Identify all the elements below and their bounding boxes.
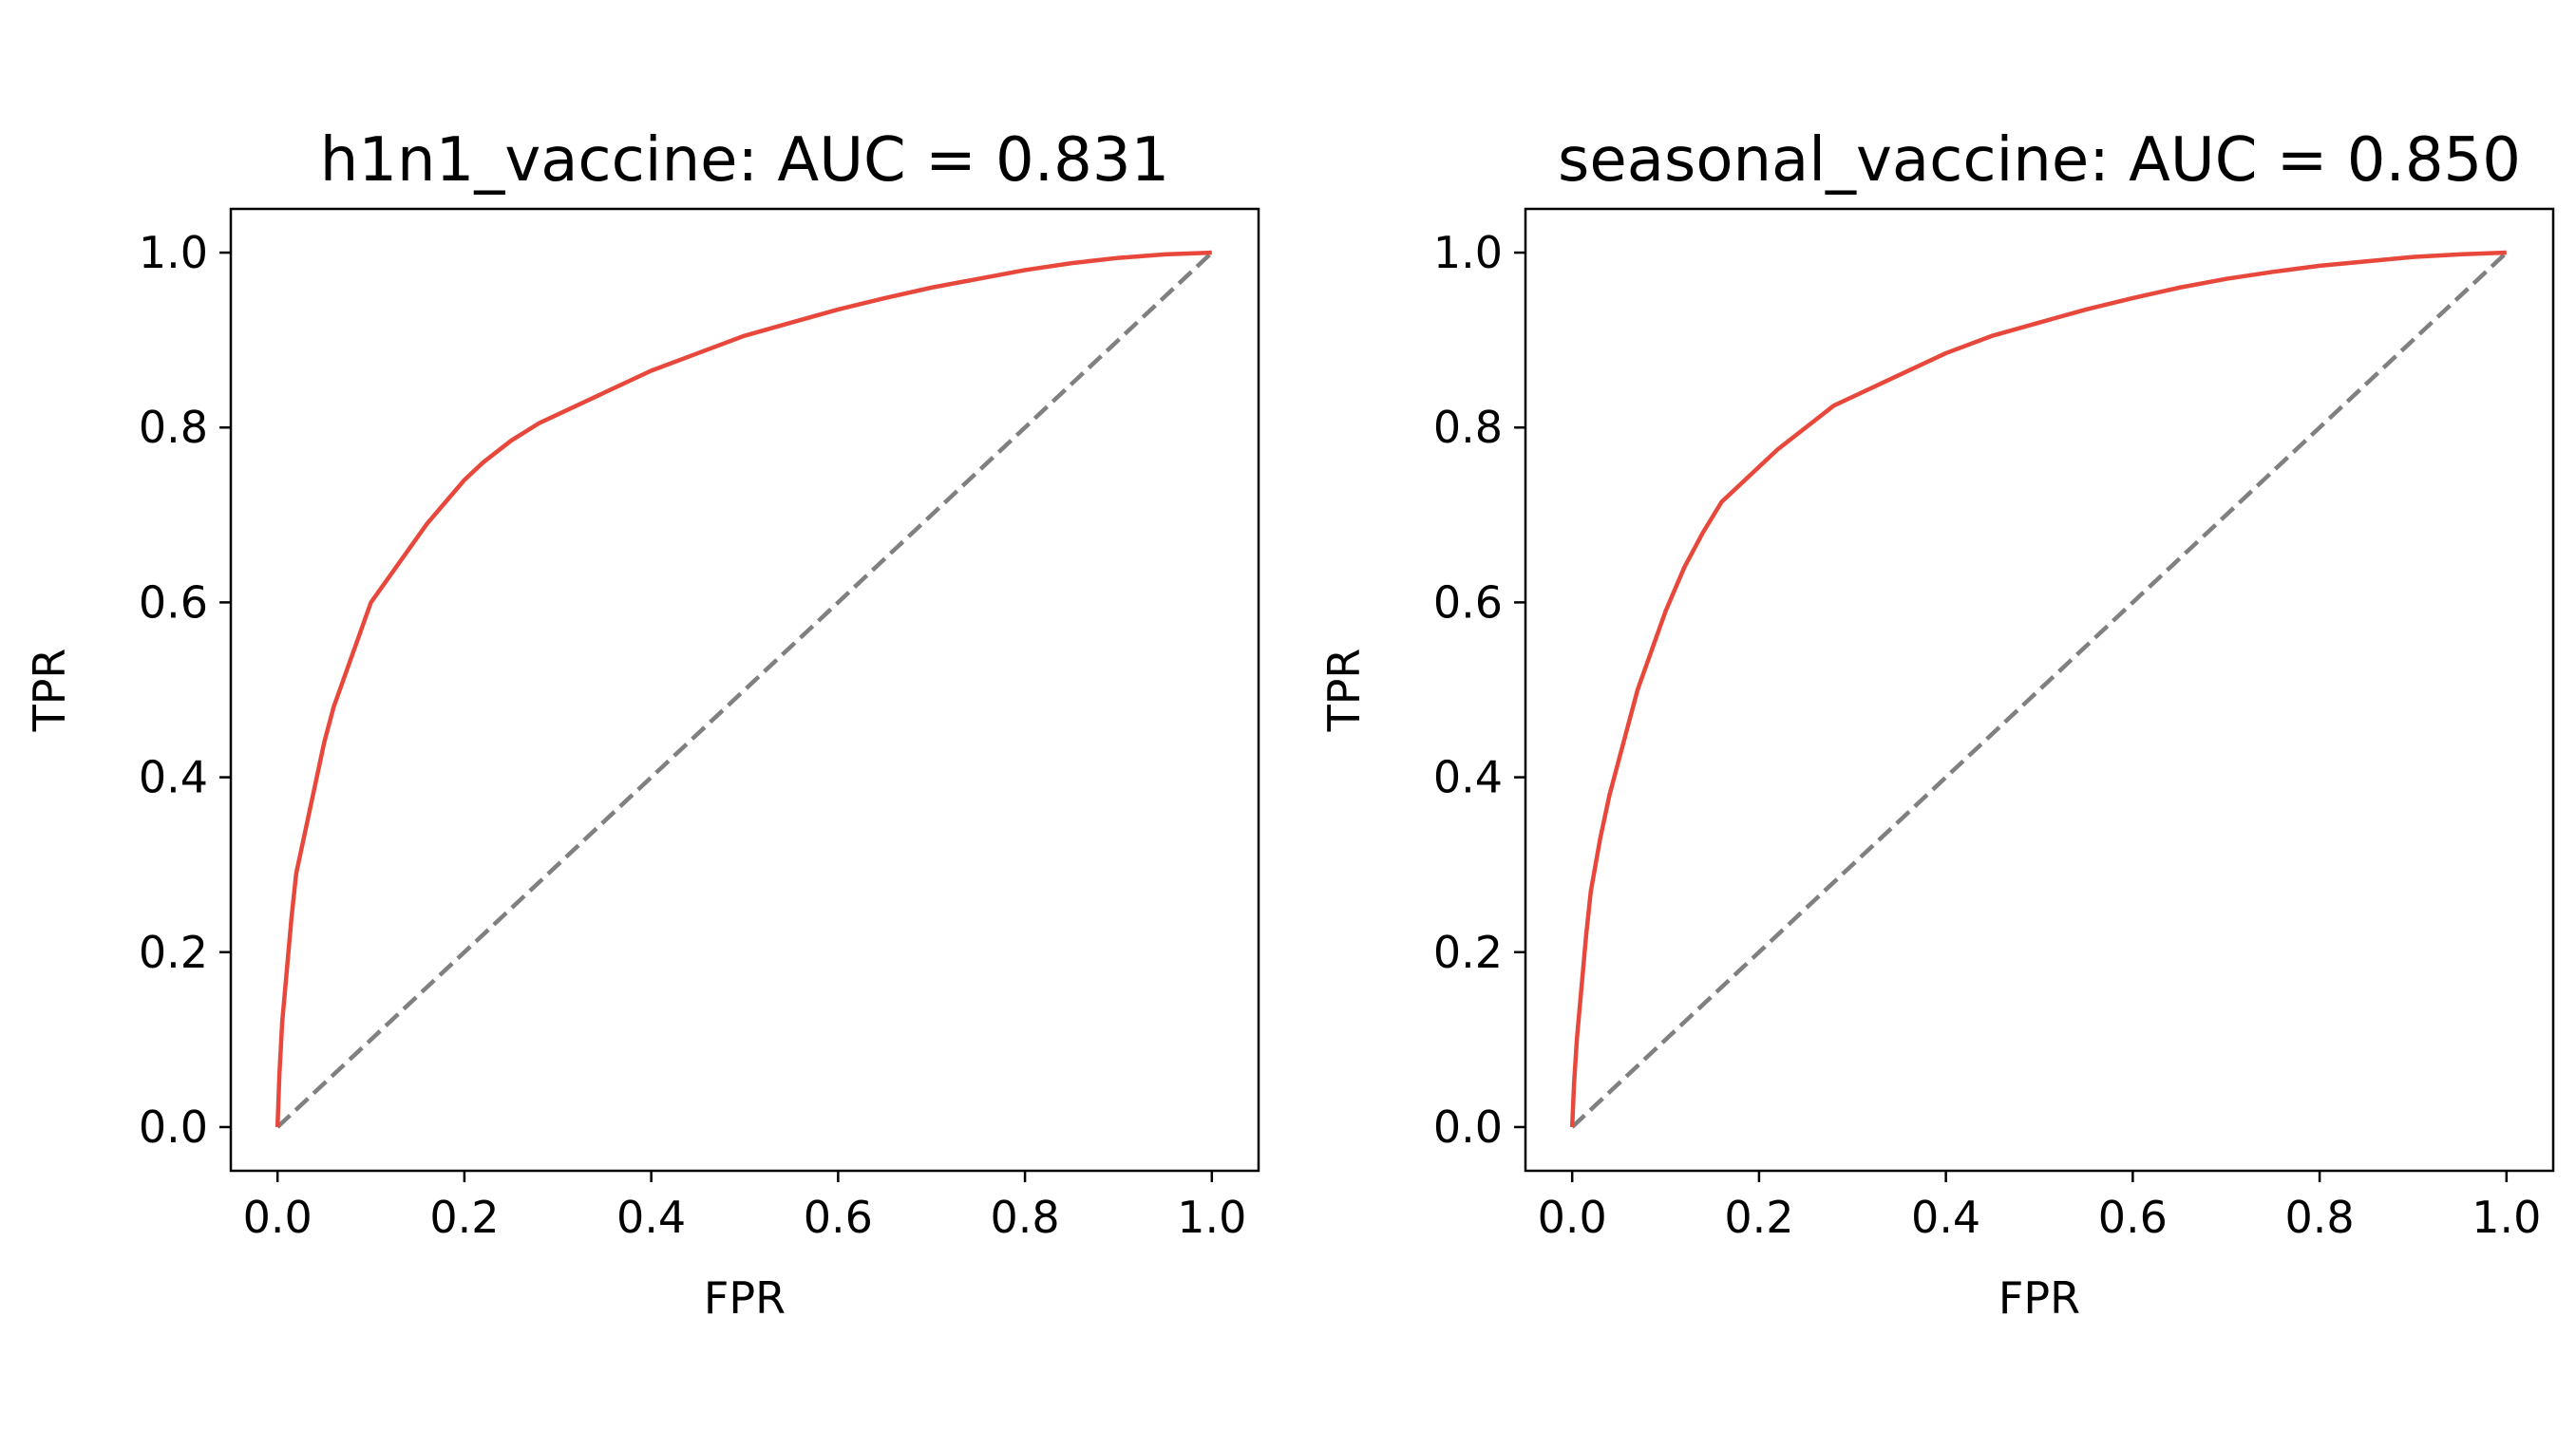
y-tick-label: 0.8 — [139, 402, 208, 453]
x-tick-label: 0.6 — [804, 1192, 873, 1243]
x-tick-label: 0.2 — [429, 1192, 499, 1243]
y-tick-label: 0.0 — [1433, 1101, 1503, 1153]
x-tick-label: 0.0 — [243, 1192, 313, 1243]
x-tick-label: 0.4 — [1911, 1192, 1980, 1243]
x-tick-label: 0.0 — [1538, 1192, 1607, 1243]
x-tick-label: 0.8 — [2285, 1192, 2355, 1243]
y-tick-label: 1.0 — [1433, 227, 1503, 278]
y-tick-label: 0.8 — [1433, 402, 1503, 453]
chart-title: h1n1_vaccine: AUC = 0.831 — [320, 125, 1170, 196]
y-tick-label: 0.4 — [1433, 752, 1503, 803]
chance-line — [275, 251, 1214, 1129]
x-tick-label: 1.0 — [2472, 1192, 2541, 1243]
chance-line — [1570, 251, 2509, 1129]
y-tick-label: 0.4 — [139, 752, 208, 803]
y-tick-label: 1.0 — [139, 227, 208, 278]
x-axis-label: FPR — [704, 1272, 786, 1324]
x-axis-label: FPR — [1998, 1272, 2080, 1324]
y-tick-label: 0.6 — [139, 576, 208, 628]
y-tick-label: 0.6 — [1433, 576, 1503, 628]
roc-curve — [275, 250, 1212, 1128]
x-tick-label: 0.8 — [991, 1192, 1060, 1243]
y-tick-label: 0.2 — [139, 927, 208, 978]
chart-panel-h1n1: 0.0 0.2 0.4 0.6 0.8 1.0 0.0 0.2 0.4 0.6 0.8 1.0 h1n1… — [24, 125, 1260, 1324]
chart-title: seasonal_vaccine: AUC = 0.850 — [1558, 125, 2521, 196]
x-tick-label: 1.0 — [1177, 1192, 1246, 1243]
y-axis-label: TPR — [24, 649, 75, 733]
x-tick-label: 0.2 — [1724, 1192, 1793, 1243]
x-tick-label: 0.6 — [2098, 1192, 2168, 1243]
roc-curve — [1569, 250, 2507, 1128]
axes-frame — [1524, 207, 2555, 1173]
y-tick-label: 0.0 — [139, 1101, 208, 1153]
axes-frame — [229, 207, 1260, 1173]
y-tick-label: 0.2 — [1433, 927, 1503, 978]
chart-panel-seasonal: 0.0 0.2 0.4 0.6 0.8 1.0 0.0 0.2 0.4 0.6 0.8 1.0 seas… — [1318, 125, 2555, 1324]
x-tick-label: 0.4 — [616, 1192, 686, 1243]
y-axis-label: TPR — [1318, 649, 1370, 733]
